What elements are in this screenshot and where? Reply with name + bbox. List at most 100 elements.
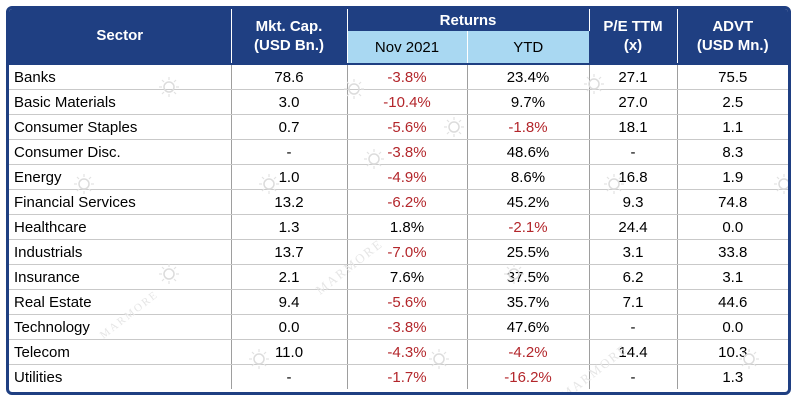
cell-pe: 14.4 — [589, 339, 678, 365]
cell-ytd: 8.6% — [467, 164, 590, 190]
cell-pe: 27.0 — [589, 89, 678, 115]
cell-mktcap: 2.1 — [231, 264, 348, 290]
cell-sector: Consumer Disc. — [9, 139, 232, 165]
header-advt-line2: (USD Mn.) — [696, 37, 769, 54]
cell-nov: 1.8% — [347, 214, 468, 240]
cell-sector: Insurance — [9, 264, 232, 290]
cell-sector: Healthcare — [9, 214, 232, 240]
cell-pe: 6.2 — [589, 264, 678, 290]
header-advt-line1: ADVT — [712, 18, 754, 35]
cell-ytd: 25.5% — [467, 239, 590, 265]
cell-advt: 1.3 — [722, 368, 744, 386]
cell-sector: Basic Materials — [9, 89, 232, 115]
cell-nov: -6.2% — [347, 189, 468, 215]
cell-mktcap: 11.0 — [231, 339, 348, 365]
header-ytd: YTD — [466, 31, 589, 64]
cell-mktcap: 9.4 — [231, 289, 348, 315]
cell-nov: -4.9% — [347, 164, 468, 190]
cell-advt: 0.0 — [677, 214, 788, 240]
cell-advt: 75.5 — [677, 63, 788, 90]
cell-advt: 1.9 — [677, 164, 788, 190]
cell-advt: 44.6 — [677, 289, 788, 315]
cell-sector: Financial Services — [9, 189, 232, 215]
cell-nov: -10.4% — [347, 89, 468, 115]
header-advt: ADVT (USD Mn.) — [677, 9, 788, 64]
table-body: Banks 78.6 -3.8% 23.4% 27.1 75.5 Basic Materia… — [9, 63, 788, 389]
cell-mktcap: 1.3 — [231, 214, 348, 240]
table-row: Energy 1.0 -4.9% 8.6% 16.8 1.9 — [9, 164, 788, 190]
cell-ytd: 45.2% — [467, 189, 590, 215]
cell-pe: - — [589, 314, 678, 340]
cell-nov: -5.6% — [347, 289, 468, 315]
header-nov-label: Nov 2021 — [374, 38, 440, 56]
table-row: Banks 78.6 -3.8% 23.4% 27.1 75.5 — [9, 63, 788, 90]
cell-sector: Energy — [9, 164, 232, 190]
table-row: Telecom 11.0 -4.3% -4.2% 14.4 10.3 — [9, 339, 788, 365]
cell-advt: 1.1 — [677, 114, 788, 140]
cell-mktcap: 78.6 — [231, 63, 348, 90]
table-row: Healthcare 1.3 1.8% -2.1% 24.4 0.0 — [9, 214, 788, 240]
cell-sector: Consumer Staples — [9, 114, 232, 140]
cell-nov: -5.6% — [347, 114, 468, 140]
cell-ytd: 47.6% — [467, 314, 590, 340]
cell-advt: 8.3 — [677, 139, 788, 165]
header-nov: Nov 2021 — [346, 31, 468, 64]
cell-advt: 0.0 — [677, 314, 788, 340]
cell-mktcap: 1.0 — [231, 164, 348, 190]
cell-pe: 16.8 — [589, 164, 678, 190]
cell-sector: Banks — [9, 63, 232, 90]
cell-advt: 74.8 — [677, 189, 788, 215]
cell-pe: 24.4 — [589, 214, 678, 240]
sector-returns-table: Sector Mkt. Cap. (USD Bn.) Returns P/E T… — [9, 9, 788, 389]
table-row: Basic Materials 3.0 -10.4% 9.7% 27.0 2.5 — [9, 89, 788, 115]
cell-mktcap: 0.0 — [231, 314, 348, 340]
table-row: Insurance 2.1 7.6% 37.5% 6.2 3.1 — [9, 264, 788, 290]
table-row: Utilities - -1.7% -16.2% -1.3 — [9, 364, 788, 389]
header-pe: P/E TTM (x) — [589, 9, 678, 64]
cell-advt: 2.5 — [677, 89, 788, 115]
header-pe-line1: P/E TTM — [603, 18, 663, 35]
cell-mktcap: 0.7 — [231, 114, 348, 140]
header-pe-line2: (x) — [623, 37, 643, 54]
table-row: Consumer Staples 0.7 -5.6% -1.8% 18.1 1.1 — [9, 114, 788, 140]
header-mktcap-line1: Mkt. Cap. — [255, 18, 323, 35]
header-mktcap: Mkt. Cap. (USD Bn.) — [231, 9, 348, 64]
table-row: Consumer Disc. - -3.8% 48.6% -8.3 — [9, 139, 788, 165]
cell-ytd: -1.8% — [467, 114, 590, 140]
cell-sector: Telecom — [9, 339, 232, 365]
cell-pe: 7.1 — [589, 289, 678, 315]
cell-sector: Real Estate — [9, 289, 232, 315]
header-sector: Sector — [9, 9, 232, 64]
cell-nov: -3.8% — [347, 63, 468, 90]
cell-pe: - — [589, 139, 678, 165]
header-ytd-label: YTD — [513, 38, 544, 56]
cell-ytd: -4.2% — [467, 339, 590, 365]
header-mktcap-line2: (USD Bn.) — [254, 37, 324, 54]
sector-table-frame: Sector Mkt. Cap. (USD Bn.) Returns P/E T… — [6, 6, 791, 395]
cell-sector: Industrials — [9, 239, 232, 265]
cell-advt: 3.1 — [677, 264, 788, 290]
cell-nov: -1.7% — [347, 364, 468, 389]
cell-pe: 27.1 — [589, 63, 678, 90]
cell-mktcap: - — [231, 139, 348, 165]
cell-ytd: 9.7% — [467, 89, 590, 115]
cell-nov: -3.8% — [347, 139, 468, 165]
cell-sector: Technology — [9, 314, 232, 340]
header-returns-label: Returns — [439, 11, 497, 29]
cell-ytd: 48.6% — [467, 139, 590, 165]
cell-sector: Utilities — [9, 364, 232, 389]
cell-ytd: -16.2% — [467, 364, 590, 389]
cell-pe: 3.1 — [589, 239, 678, 265]
cell-advt: 10.3 — [677, 339, 788, 365]
table-row: Industrials 13.7 -7.0% 25.5% 3.1 33.8 — [9, 239, 788, 265]
table-row: Real Estate 9.4 -5.6% 35.7% 7.1 44.6 — [9, 289, 788, 315]
cell-nov: 7.6% — [347, 264, 468, 290]
cell-nov: -4.3% — [347, 339, 468, 365]
cell-mktcap: 13.7 — [231, 239, 348, 265]
table-row: Financial Services 13.2 -6.2% 45.2% 9.3 74.8 — [9, 189, 788, 215]
cell-mktcap: - — [231, 364, 348, 389]
cell-ytd: 35.7% — [467, 289, 590, 315]
cell-pe: 18.1 — [589, 114, 678, 140]
cell-pe: 9.3 — [589, 189, 678, 215]
header-sector-label: Sector — [96, 27, 144, 44]
